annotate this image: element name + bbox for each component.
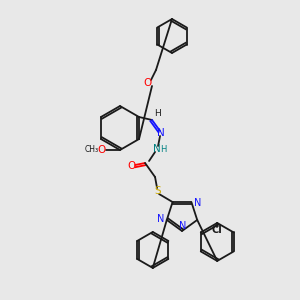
Text: H: H: [154, 110, 160, 118]
Text: CH₃: CH₃: [85, 146, 99, 154]
Text: N: N: [194, 198, 201, 208]
Text: O: O: [127, 161, 135, 171]
Text: Cl: Cl: [212, 225, 223, 235]
Text: O: O: [144, 78, 152, 88]
Text: N: N: [179, 221, 187, 231]
Text: N: N: [157, 128, 165, 138]
Text: S: S: [155, 186, 161, 196]
Text: N: N: [153, 144, 161, 154]
Text: N: N: [157, 214, 164, 224]
Text: H: H: [160, 146, 166, 154]
Text: O: O: [98, 145, 106, 155]
